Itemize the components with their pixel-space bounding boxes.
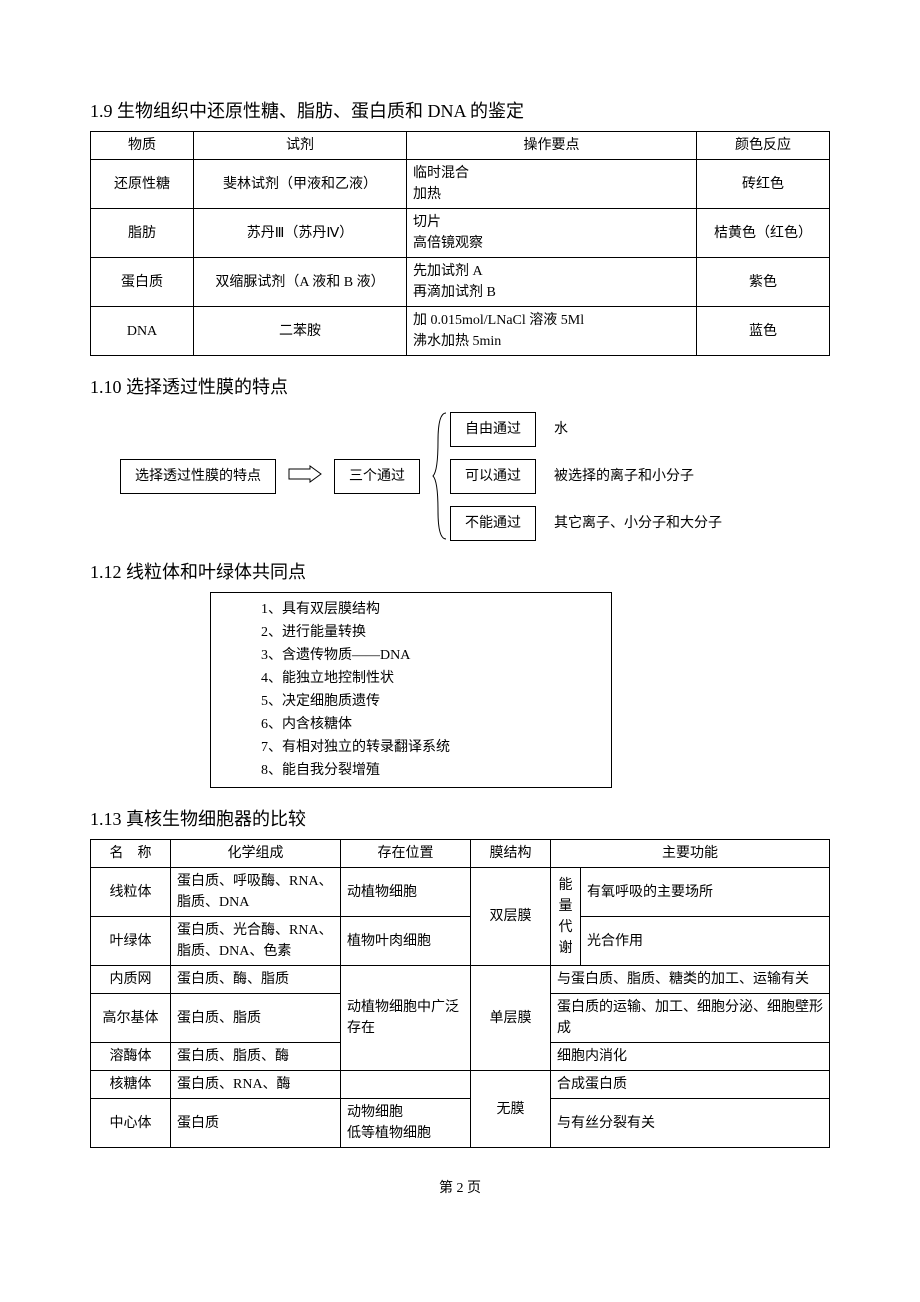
table-row: 内质网 蛋白质、酶、脂质 动植物细胞中广泛存在 单层膜 与蛋白质、脂质、糖类的加… (91, 966, 830, 994)
brace-icon (432, 411, 450, 541)
table-row: 叶绿体 蛋白质、光合酶、RNA、脂质、DNA、色素 植物叶肉细胞 光合作用 (91, 917, 830, 966)
table-1-9: 物质 试剂 操作要点 颜色反应 还原性糖 斐林试剂（甲液和乙液） 临时混合 加热… (90, 131, 830, 356)
th: 操作要点 (407, 132, 697, 160)
section-1-13-title: 1.13 真核生物细胞器的比较 (90, 806, 830, 833)
branch-row: 自由通过 水 (450, 412, 722, 447)
table-row: 核糖体 蛋白质、RNA、酶 无膜 合成蛋白质 (91, 1071, 830, 1099)
list-item: 6、内含核糖体 (261, 714, 591, 735)
arrow-icon (288, 465, 322, 487)
section-1-10-title: 1.10 选择透过性膜的特点 (90, 374, 830, 401)
table-row: 中心体 蛋白质 动物细胞 低等植物细胞 与有丝分裂有关 (91, 1099, 830, 1148)
th: 试剂 (194, 132, 407, 160)
flow-box-start: 选择透过性膜的特点 (120, 459, 276, 494)
list-item: 4、能独立地控制性状 (261, 668, 591, 689)
list-item: 7、有相对独立的转录翻译系统 (261, 737, 591, 758)
list-item: 1、具有双层膜结构 (261, 599, 591, 620)
table-row: DNA 二苯胺 加 0.015mol/LNaCl 溶液 5Ml 沸水加热 5mi… (91, 307, 830, 356)
list-item: 2、进行能量转换 (261, 622, 591, 643)
branch-row: 可以通过 被选择的离子和小分子 (450, 459, 722, 494)
flow-box-mid: 三个通过 (334, 459, 420, 494)
table-1-13: 名 称 化学组成 存在位置 膜结构 主要功能 线粒体 蛋白质、呼吸酶、RNA、脂… (90, 839, 830, 1148)
table-row: 还原性糖 斐林试剂（甲液和乙液） 临时混合 加热 砖红色 (91, 160, 830, 209)
th: 颜色反应 (697, 132, 830, 160)
table-row: 脂肪 苏丹Ⅲ（苏丹Ⅳ） 切片 高倍镜观察 桔黄色（红色） (91, 209, 830, 258)
page-footer: 第 2 页 (90, 1178, 830, 1199)
th: 主要功能 (551, 840, 830, 868)
table-row: 线粒体 蛋白质、呼吸酶、RNA、脂质、DNA 动植物细胞 双层膜 能 量 代 谢… (91, 868, 830, 917)
list-item: 8、能自我分裂增殖 (261, 760, 591, 781)
list-box-1-12: 1、具有双层膜结构 2、进行能量转换 3、含遗传物质——DNA 4、能独立地控制… (210, 592, 612, 788)
table-row: 蛋白质 双缩脲试剂（A 液和 B 液） 先加试剂 A 再滴加试剂 B 紫色 (91, 258, 830, 307)
th: 存在位置 (341, 840, 471, 868)
list-item: 3、含遗传物质——DNA (261, 645, 591, 666)
th: 化学组成 (171, 840, 341, 868)
section-1-12-title: 1.12 线粒体和叶绿体共同点 (90, 559, 830, 586)
th: 物质 (91, 132, 194, 160)
flow-diagram-1-10: 选择透过性膜的特点 三个通过 自由通过 水 可以通过 被选择的离子和小分子 不能… (120, 411, 830, 541)
branch-row: 不能通过 其它离子、小分子和大分子 (450, 506, 722, 541)
section-1-9-title: 1.9 生物组织中还原性糖、脂肪、蛋白质和 DNA 的鉴定 (90, 98, 830, 125)
th: 膜结构 (471, 840, 551, 868)
list-item: 5、决定细胞质遗传 (261, 691, 591, 712)
th: 名 称 (91, 840, 171, 868)
